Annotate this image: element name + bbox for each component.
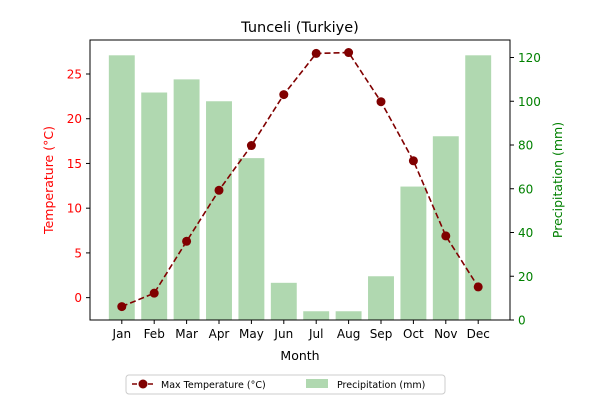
legend-bar-swatch — [306, 379, 328, 388]
temperature-point-nov — [441, 231, 451, 241]
x-tick-label-jan: Jan — [112, 327, 132, 341]
temperature-point-apr — [214, 185, 224, 195]
x-tick-label-nov: Nov — [434, 327, 457, 341]
y-right-tick-label-80: 80 — [518, 139, 533, 153]
temperature-point-may — [246, 141, 256, 151]
precipitation-bar-may — [238, 158, 265, 320]
temperature-point-jan — [117, 302, 127, 312]
y-left-tick-label-15: 15 — [67, 157, 82, 171]
precipitation-bar-mar — [173, 79, 200, 320]
legend-label-precipitation: Precipitation (mm) — [337, 380, 425, 391]
x-tick-label-jul: Jul — [308, 327, 323, 341]
temperature-line-layer — [117, 48, 483, 312]
precipitation-bar-feb — [141, 92, 168, 320]
y-axis-right: 0 20 40 60 80 100 120 — [510, 51, 541, 328]
y-right-tick-label-100: 100 — [518, 95, 541, 109]
y-axis-left: 0 5 10 15 20 25 — [67, 67, 90, 305]
precipitation-bar-jul — [303, 311, 330, 320]
x-tick-label-jun: Jun — [273, 327, 293, 341]
plot-frame — [89, 39, 511, 321]
precipitation-bar-apr — [206, 101, 232, 320]
x-tick-label-apr: Apr — [209, 327, 230, 341]
y-left-tick-label-10: 10 — [67, 202, 82, 216]
temperature-point-dec — [473, 282, 483, 292]
x-axis-label: Month — [280, 348, 319, 363]
temperature-point-jun — [279, 90, 289, 100]
y-left-tick-label-5: 5 — [74, 246, 82, 260]
precipitation-bar-nov — [432, 136, 459, 320]
precipitation-bars — [108, 55, 492, 320]
x-tick-label-mar: Mar — [175, 327, 198, 341]
temperature-line — [121, 51, 479, 308]
temperature-point-aug — [344, 48, 354, 58]
y-right-tick-label-20: 20 — [518, 270, 533, 284]
y-left-tick-label-0: 0 — [74, 291, 82, 305]
legend-frame — [125, 374, 446, 395]
precipitation-bar-dec — [465, 55, 492, 320]
y-axis-right-label: Precipitation (mm) — [550, 122, 565, 238]
legend: Max Temperature (°C) Precipitation (mm) — [125, 374, 446, 395]
legend-line-marker — [138, 379, 148, 389]
precipitation-bar-jan — [108, 55, 135, 320]
chart-title: Tunceli (Turkiye) — [240, 20, 359, 36]
y-right-tick-label-120: 120 — [518, 51, 541, 65]
precipitation-bar-aug — [335, 311, 362, 320]
temperature-point-jul — [311, 48, 321, 58]
x-tick-label-dec: Dec — [467, 327, 490, 341]
temperature-point-oct — [408, 156, 418, 166]
y-axis-left-label: Temperature (°C) — [41, 126, 56, 235]
x-tick-label-may: May — [239, 327, 264, 341]
temperature-point-sep — [376, 97, 386, 107]
y-right-tick-label-60: 60 — [518, 182, 533, 196]
y-left-tick-label-20: 20 — [67, 112, 82, 126]
precipitation-bar-jun — [270, 282, 297, 320]
x-tick-label-oct: Oct — [403, 327, 424, 341]
y-right-tick-label-40: 40 — [518, 226, 533, 240]
x-tick-label-sep: Sep — [370, 327, 393, 341]
temperature-point-feb — [149, 288, 159, 298]
precipitation-bar-oct — [400, 186, 427, 320]
legend-label-temperature: Max Temperature (°C) — [161, 380, 266, 391]
x-tick-label-feb: Feb — [144, 327, 165, 341]
precipitation-bar-sep — [368, 276, 394, 320]
temperature-point-mar — [182, 236, 192, 246]
y-right-tick-label-0: 0 — [518, 314, 526, 328]
x-tick-label-aug: Aug — [337, 327, 360, 341]
y-left-tick-label-25: 25 — [67, 67, 82, 81]
x-axis: Jan Feb Mar Apr May Jun Jul Aug Sep Oct Nov Dec — [112, 320, 490, 341]
